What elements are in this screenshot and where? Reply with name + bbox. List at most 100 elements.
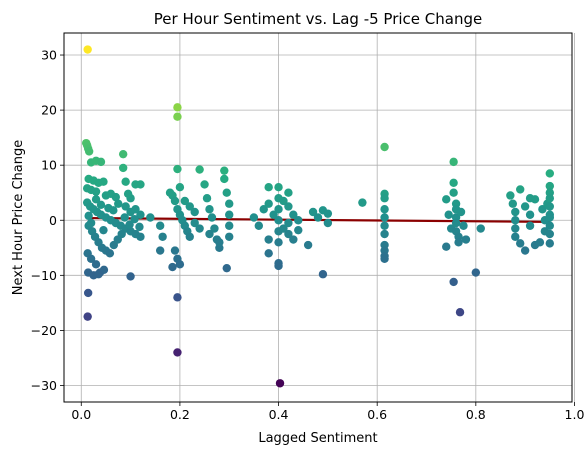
scatter-point bbox=[195, 224, 204, 233]
scatter-point bbox=[118, 163, 128, 173]
scatter-point bbox=[449, 277, 458, 287]
y-tick-label: 10 bbox=[41, 158, 57, 173]
scatter-point bbox=[130, 214, 139, 224]
scatter-point bbox=[545, 229, 555, 239]
scatter-point bbox=[380, 213, 389, 222]
scatter-point bbox=[225, 232, 234, 241]
scatter-point bbox=[545, 169, 555, 178]
scatter-point bbox=[86, 254, 96, 264]
scatter-point bbox=[284, 218, 293, 228]
scatter-point bbox=[96, 200, 106, 210]
scatter-point bbox=[99, 177, 108, 186]
scatter-point bbox=[323, 209, 333, 218]
scatter-point bbox=[476, 224, 485, 233]
scatter-point bbox=[274, 261, 283, 271]
scatter-point bbox=[225, 221, 234, 230]
scatter-point bbox=[190, 218, 199, 228]
scatter-point bbox=[456, 207, 466, 217]
scatter-point bbox=[545, 181, 555, 191]
scatter-point bbox=[220, 174, 229, 184]
scatter-point bbox=[155, 246, 165, 255]
x-tick-label: 0.0 bbox=[71, 407, 91, 422]
y-tick-label: −30 bbox=[31, 378, 57, 393]
scatter-point bbox=[520, 202, 530, 211]
scatter-point bbox=[170, 196, 180, 206]
scatter-point bbox=[91, 260, 101, 269]
y-axis-title: Next Hour Price Change bbox=[11, 140, 26, 295]
scatter-point bbox=[155, 221, 165, 230]
scatter-point bbox=[269, 210, 278, 219]
scatter-point bbox=[118, 149, 128, 159]
scatter-point bbox=[511, 224, 520, 233]
axes-frame bbox=[63, 32, 573, 403]
scatter-point bbox=[520, 246, 530, 255]
scatter-point bbox=[173, 112, 182, 121]
scatter-point bbox=[121, 177, 130, 186]
scatter-point bbox=[105, 249, 115, 258]
scatter-point bbox=[215, 238, 224, 247]
scatter-point bbox=[175, 260, 185, 269]
scatter-point bbox=[274, 183, 283, 192]
scatter-point bbox=[126, 272, 135, 281]
scatter-point bbox=[506, 191, 515, 200]
scatter-point bbox=[511, 216, 520, 225]
scatter-point bbox=[131, 205, 140, 214]
y-tick-label: 20 bbox=[41, 103, 57, 118]
scatter-point bbox=[380, 254, 389, 264]
scatter-point bbox=[83, 312, 92, 321]
scatter-point bbox=[511, 207, 520, 217]
scatter-point bbox=[516, 239, 525, 248]
y-tick-label: −20 bbox=[31, 323, 57, 338]
scatter-point bbox=[449, 188, 458, 197]
scatter-point bbox=[530, 195, 540, 204]
scatter-point bbox=[264, 183, 273, 192]
y-tick-label: 0 bbox=[49, 213, 57, 228]
x-tick-label: 0.2 bbox=[170, 407, 190, 422]
scatter-point bbox=[303, 240, 313, 250]
scatter-point bbox=[380, 194, 389, 203]
scatter-point bbox=[94, 270, 103, 279]
x-tick-label: 0.6 bbox=[367, 407, 387, 422]
scatter-point bbox=[175, 183, 185, 192]
y-tick-label: 30 bbox=[41, 48, 57, 63]
scatter-point bbox=[274, 238, 283, 247]
scatter-point bbox=[525, 210, 535, 219]
scatter-point bbox=[136, 180, 145, 189]
scatter-point bbox=[289, 210, 298, 219]
scatter-point bbox=[471, 268, 481, 277]
scatter-point bbox=[170, 246, 180, 255]
scatter-point bbox=[185, 202, 194, 211]
scatter-point bbox=[274, 216, 283, 225]
scatter-point bbox=[264, 249, 273, 258]
scatter-point bbox=[538, 205, 547, 214]
scatter-point bbox=[451, 218, 461, 228]
scatter-point bbox=[323, 218, 333, 228]
points-layer bbox=[81, 45, 555, 388]
scatter-point bbox=[222, 188, 231, 197]
scatter-point bbox=[284, 229, 293, 239]
scatter-point bbox=[442, 242, 451, 251]
scatter-point bbox=[455, 308, 465, 317]
scatter-point bbox=[275, 379, 285, 388]
scatter-point bbox=[83, 45, 92, 54]
scatter-point bbox=[380, 229, 389, 239]
scatter-point bbox=[444, 210, 453, 219]
scatter-point bbox=[120, 213, 129, 222]
scatter-point bbox=[380, 221, 389, 230]
scatter-point bbox=[259, 205, 268, 214]
scatter-point bbox=[135, 222, 144, 232]
scatter-point bbox=[294, 225, 303, 235]
scatter-point bbox=[173, 348, 182, 357]
scatter-point bbox=[173, 103, 182, 112]
scatter-point bbox=[91, 195, 101, 204]
scatter-point bbox=[545, 202, 555, 211]
scatter-point bbox=[185, 232, 194, 241]
scatter-point bbox=[294, 216, 303, 225]
scatter-point bbox=[86, 218, 96, 228]
scatter-point bbox=[284, 202, 293, 211]
y-tick-label: −10 bbox=[31, 268, 57, 283]
scatter-point bbox=[111, 192, 120, 202]
scatter-point bbox=[545, 221, 555, 230]
grid-layer bbox=[64, 33, 575, 402]
scatter-point bbox=[449, 157, 458, 167]
